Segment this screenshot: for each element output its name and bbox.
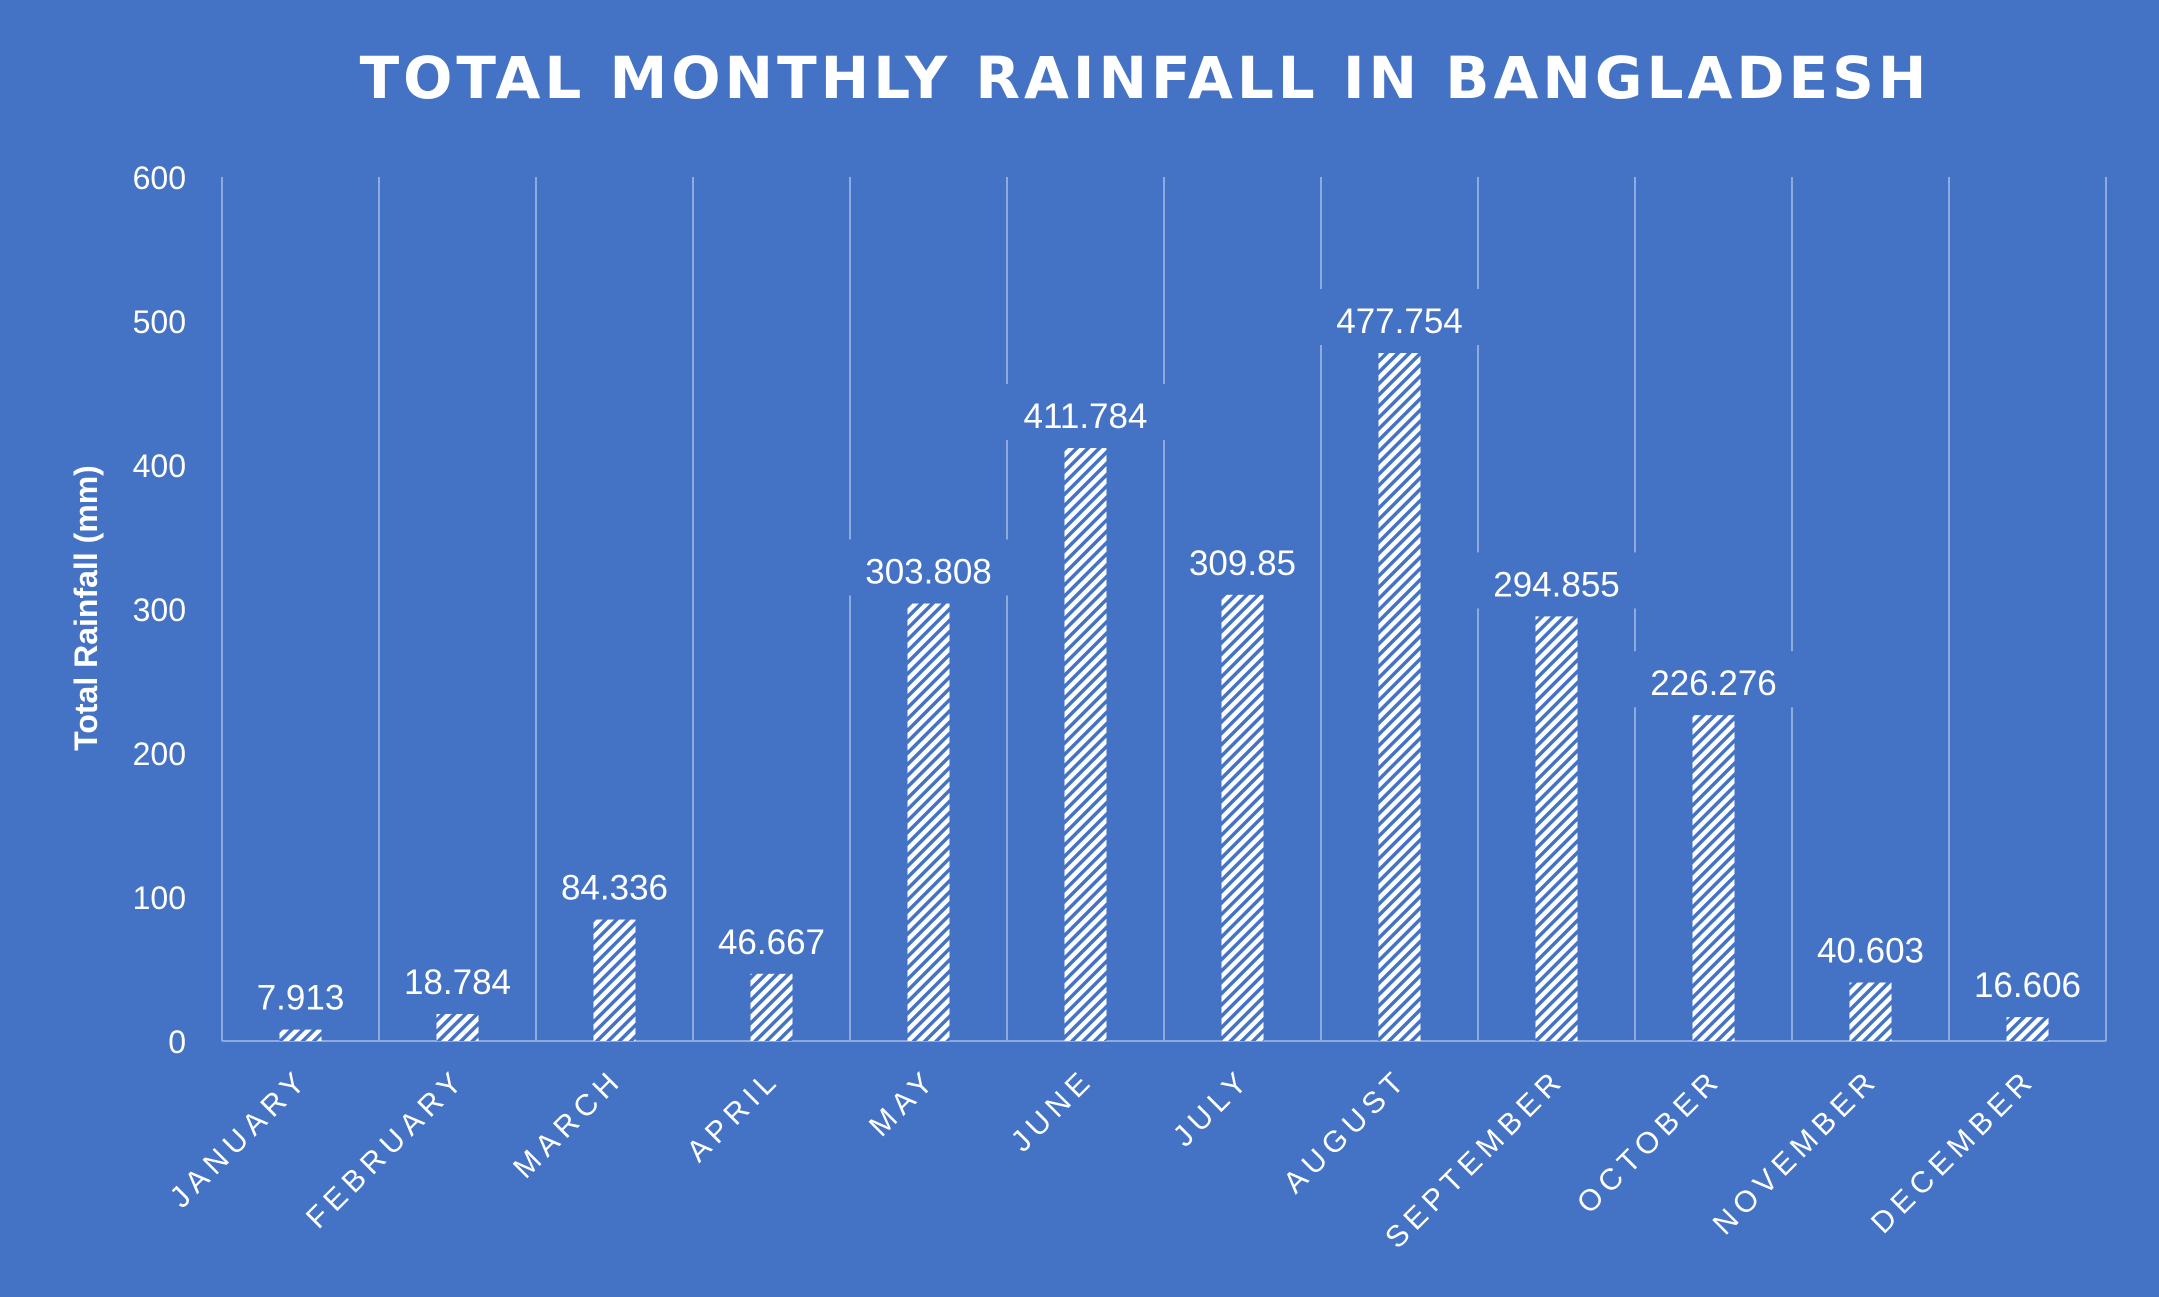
y-tick-label: 400	[133, 448, 186, 484]
data-label-background	[1006, 384, 1165, 441]
x-tick-label: APRIL	[681, 1063, 787, 1169]
data-label: 226.276	[1650, 664, 1777, 703]
data-label: 294.855	[1493, 565, 1620, 604]
bar	[436, 1013, 479, 1041]
y-tick-label: 500	[133, 304, 186, 340]
x-tick-label: JULY	[1167, 1063, 1258, 1154]
x-tick-label: JUNE	[1005, 1063, 1101, 1159]
x-tick-label: JANUARY	[164, 1063, 316, 1215]
bar	[1535, 616, 1578, 1041]
data-label: 309.85	[1189, 544, 1296, 583]
data-label-background	[1172, 530, 1313, 587]
y-tick-label: 0	[168, 1024, 186, 1060]
y-axis-title: Total Rainfall (mm)	[68, 465, 104, 751]
y-tick-label: 100	[133, 880, 186, 916]
bar	[750, 973, 793, 1041]
data-label-background	[1477, 552, 1636, 609]
y-tick-label: 300	[133, 592, 186, 628]
x-tick-label: OCTOBER	[1571, 1063, 1729, 1221]
grid-lines	[221, 177, 2107, 1041]
data-label-background	[1634, 651, 1793, 708]
bar	[1692, 715, 1735, 1041]
x-tick-label: MARCH	[507, 1063, 629, 1185]
data-labels: 7.913 18.784 84.336 46.667 303.808 411.784 309…	[257, 289, 2081, 1018]
x-tick-label: AUGUST	[1277, 1063, 1414, 1200]
data-label: 84.336	[561, 869, 668, 908]
data-label: 477.754	[1336, 302, 1463, 341]
data-label-background	[1320, 289, 1479, 346]
data-label: 411.784	[1024, 397, 1148, 436]
x-tick-label: DECEMBER	[1865, 1063, 2043, 1241]
data-label: 40.603	[1817, 932, 1924, 971]
data-label: 303.808	[865, 553, 992, 592]
data-label: 46.667	[718, 923, 825, 962]
y-tick-label: 600	[133, 160, 186, 196]
x-tick-label: NOVEMBER	[1707, 1063, 1886, 1242]
data-label-background	[849, 539, 1008, 596]
bar	[2006, 1017, 2049, 1041]
x-tick-label: FEBRUARY	[300, 1063, 472, 1235]
bar	[593, 919, 636, 1041]
x-tick-label: MAY	[863, 1063, 943, 1143]
bar	[279, 1029, 322, 1041]
data-label: 7.913	[257, 979, 345, 1018]
bars	[279, 353, 2049, 1042]
bar	[1378, 353, 1421, 1041]
bar	[1064, 448, 1107, 1042]
chart-title: TOTAL MONTHLY RAINFALL IN BANGLADESH	[360, 44, 1931, 112]
y-tick-label: 200	[133, 736, 186, 772]
bar	[1849, 982, 1892, 1041]
data-label: 18.784	[404, 963, 511, 1002]
bar	[907, 603, 950, 1041]
data-label: 16.606	[1974, 966, 2081, 1005]
bar	[1221, 594, 1264, 1041]
